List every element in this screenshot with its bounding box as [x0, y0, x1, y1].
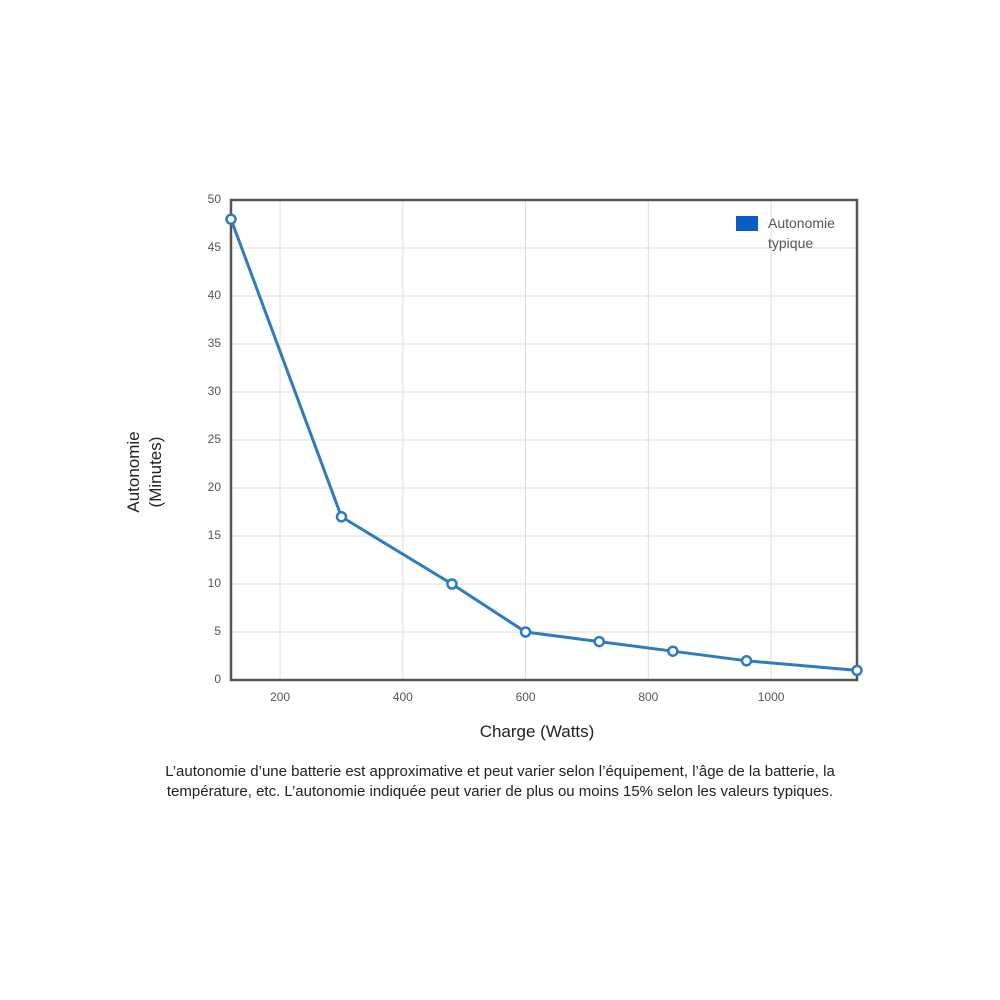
y-tick-label: 30 — [208, 384, 222, 398]
y-tick-label: 25 — [208, 432, 222, 446]
data-point — [446, 578, 458, 590]
data-point — [593, 635, 605, 648]
x-tick-label: 1000 — [758, 690, 785, 704]
data-point — [740, 655, 753, 667]
x-tick-label: 600 — [516, 690, 536, 704]
plot-border — [229, 198, 859, 682]
y-tick-label: 50 — [208, 192, 222, 206]
data-point — [225, 213, 237, 225]
data-point — [667, 645, 679, 657]
y-tick-label: 15 — [208, 528, 222, 542]
y-tick-label: 35 — [208, 336, 222, 350]
x-axis-label: Charge (Watts) — [479, 722, 595, 741]
y-tick-label: 5 — [214, 624, 221, 638]
data-point — [519, 626, 532, 638]
y-tick-label: 40 — [208, 288, 222, 302]
legend-swatch — [736, 216, 758, 231]
y-tick-label: 0 — [214, 672, 221, 686]
y-axis-label: Autonomie (Minutes) — [124, 431, 165, 513]
series-line — [229, 218, 858, 672]
data-point — [335, 511, 348, 523]
x-tick-label: 400 — [393, 690, 413, 704]
x-tick-label: 800 — [638, 690, 658, 704]
data-point — [851, 664, 863, 677]
x-tick-label: 200 — [270, 690, 290, 704]
y-tick-label: 10 — [208, 576, 222, 590]
y-tick-label: 20 — [208, 480, 222, 494]
legend-label: Autonomie typique — [768, 215, 835, 251]
note: L’autonomie d’une batterie est approxima… — [165, 763, 835, 800]
y-tick-label: 45 — [208, 240, 222, 254]
